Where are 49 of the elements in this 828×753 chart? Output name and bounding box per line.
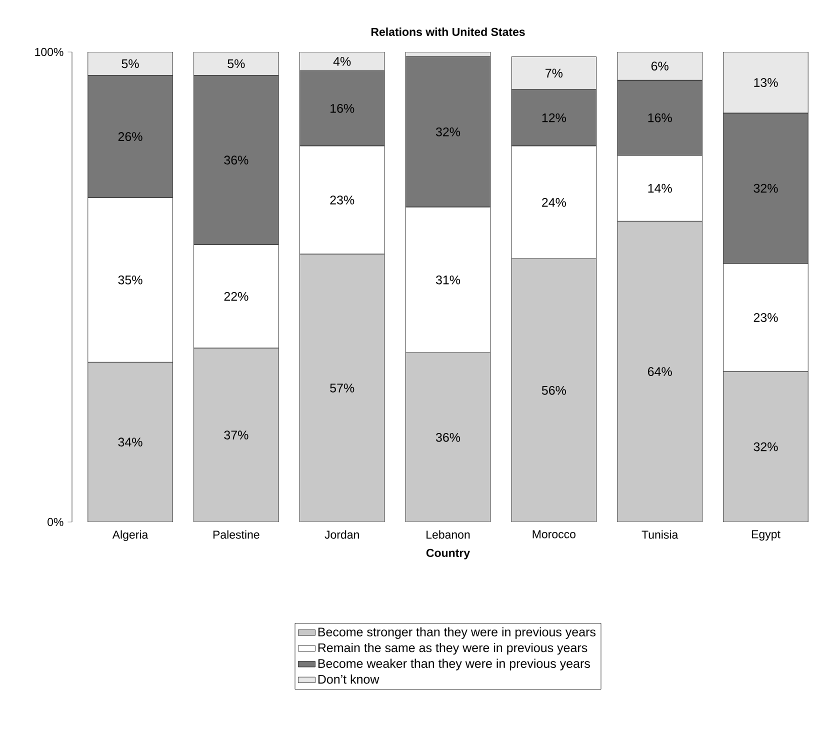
data-label: 13% xyxy=(754,78,778,87)
x-tick-label: Jordan xyxy=(324,530,359,539)
data-label: 6% xyxy=(651,62,668,71)
data-label: 32% xyxy=(754,184,778,193)
data-label: 16% xyxy=(330,104,354,113)
data-label: 4% xyxy=(333,57,351,66)
data-label: 64% xyxy=(648,367,672,376)
bar xyxy=(617,221,702,522)
data-label: 56% xyxy=(542,386,566,395)
data-label: 23% xyxy=(330,196,354,204)
y-tick-label: 100% xyxy=(35,48,64,56)
data-label: 36% xyxy=(224,156,248,165)
data-label: 36% xyxy=(436,432,460,442)
x-tick-label: Algeria xyxy=(112,530,148,542)
data-label: 12% xyxy=(542,113,566,122)
data-label: 37% xyxy=(224,430,248,440)
x-tick-label: Morocco xyxy=(532,530,576,538)
x-tick-label: Egypt xyxy=(752,530,780,541)
x-tick-label: Lebanon xyxy=(426,530,470,539)
data-label: 26% xyxy=(118,132,142,142)
data-label: 22% xyxy=(224,292,248,301)
legend-label: Become weaker than they were in previous years xyxy=(318,658,590,670)
chart-title: Relations with United States xyxy=(371,28,525,36)
data-label: 14% xyxy=(648,184,672,193)
x-tick-label: Palestine xyxy=(213,530,260,539)
bar xyxy=(512,258,596,522)
legend-label: Remain the same as they were in previous years xyxy=(318,642,588,655)
bar xyxy=(88,362,173,522)
legend-label: Don’t know xyxy=(318,674,380,684)
x-tick-label: Tunisia xyxy=(642,530,678,539)
bar xyxy=(300,254,384,522)
data-label: 31% xyxy=(436,276,460,284)
data-label: 24% xyxy=(542,198,566,207)
x-axis-title: Country xyxy=(426,548,470,560)
bar xyxy=(723,371,808,522)
legend-label: Become stronger than they were in previous years xyxy=(318,627,596,639)
data-label: 23% xyxy=(754,313,778,322)
data-label: 5% xyxy=(122,59,139,68)
data-label: 35% xyxy=(118,276,142,284)
data-label: 32% xyxy=(754,442,778,452)
data-label: 32% xyxy=(436,127,460,136)
bar xyxy=(406,352,490,522)
bar xyxy=(194,348,279,522)
y-tick-label: 0% xyxy=(48,518,64,526)
data-label: 5% xyxy=(228,59,245,68)
data-label: 16% xyxy=(648,113,672,122)
data-label: 7% xyxy=(546,68,563,78)
data-label: 34% xyxy=(118,438,142,447)
data-label: 57% xyxy=(330,384,354,392)
